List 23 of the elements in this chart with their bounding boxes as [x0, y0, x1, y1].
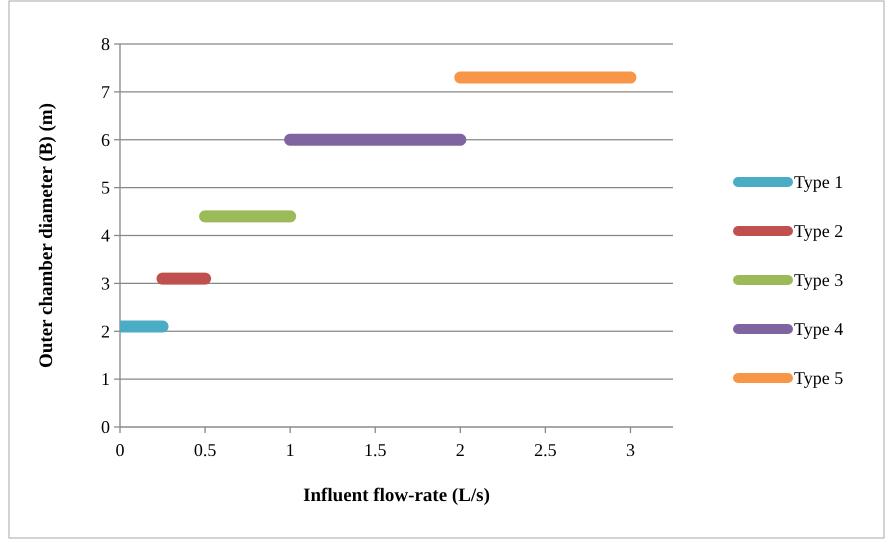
y-tick-label: 4 [101, 226, 110, 246]
x-tick-label: 0.5 [194, 440, 216, 460]
y-tick-label: 2 [101, 321, 110, 342]
y-tick-label: 8 [101, 34, 110, 54]
x-tick-label: 2 [456, 440, 465, 460]
legend-label: Type 5 [794, 368, 844, 388]
legend-label: Type 4 [794, 319, 844, 339]
x-tick-label: 1.5 [364, 440, 386, 460]
y-tick-label: 5 [101, 178, 110, 198]
x-tick-label: 0 [116, 440, 124, 460]
y-tick-label: 0 [101, 417, 110, 437]
x-tick-label: 3 [626, 440, 635, 460]
y-tick-label: 3 [101, 273, 110, 294]
y-tick-label: 7 [101, 82, 110, 102]
legend-label: Type 1 [794, 172, 844, 192]
y-axis-title: Outer chamber diameter (B) (m) [36, 103, 57, 368]
legend-label: Type 3 [794, 270, 844, 290]
y-tick-label: 6 [101, 130, 110, 150]
legend-label: Type 2 [794, 221, 844, 241]
x-axis-title: Influent flow-rate (L/s) [303, 485, 490, 506]
y-tick-label: 1 [101, 369, 110, 390]
x-tick-label: 2.5 [534, 440, 557, 460]
x-tick-label: 1 [286, 440, 295, 460]
